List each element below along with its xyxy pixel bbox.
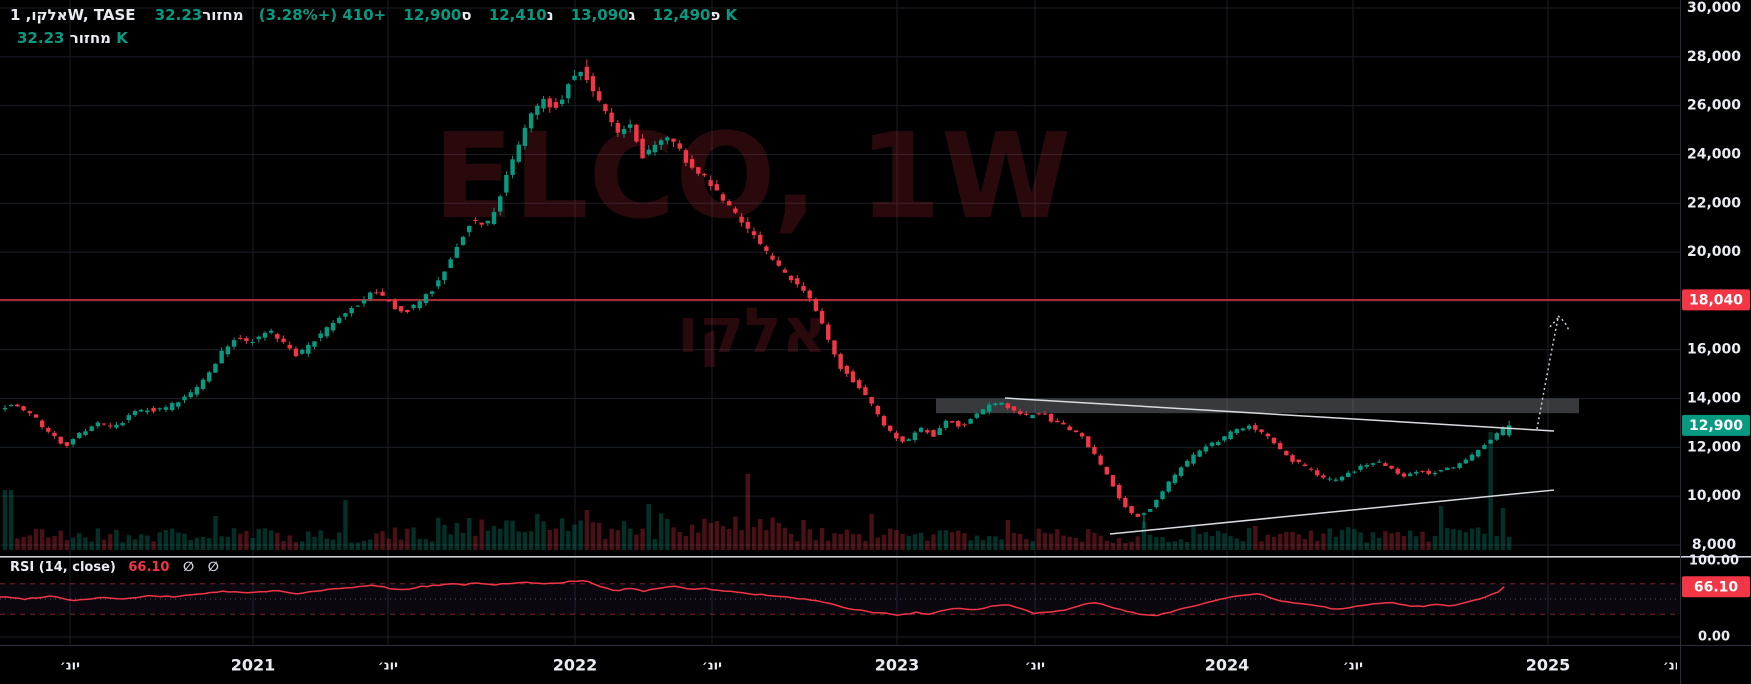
symbol-name-hebrew: אלקו, 1 xyxy=(10,6,68,24)
rsi-axis-top: 100.00 xyxy=(1689,554,1739,569)
rsi-legend-row[interactable]: RSI (14, close) 66.10 ∅ ∅ xyxy=(10,560,219,575)
price-change: +410 (+3.28%) xyxy=(258,6,387,24)
volume-value: 32.23 K xyxy=(17,29,128,47)
rsi-line xyxy=(0,579,1505,617)
rsi-value: 66.10 xyxy=(128,560,170,575)
volume-legend-row[interactable]: מחזור 32.23 K xyxy=(10,29,128,47)
svg-text:אלקו: אלקו xyxy=(677,294,827,367)
price-axis-label: 10,000 xyxy=(1687,488,1741,504)
time-axis-month: יונ׳ xyxy=(1663,659,1683,674)
time-axis[interactable]: 2021 2022 2023 2024 2025 יונ׳ יונ׳ יונ׳ יונ׳ יונ׳… xyxy=(60,656,1683,675)
time-axis-year: 2025 xyxy=(1526,656,1571,675)
candles xyxy=(2,59,1512,528)
time-axis-year: 2024 xyxy=(1205,656,1250,675)
rsi-value-tag: 66.10 xyxy=(1682,576,1750,598)
price-axis[interactable]: 30,000 28,000 26,000 24,000 22,000 20,000 16,0… xyxy=(1682,0,1750,645)
ohlc-high: ג13,090 xyxy=(570,6,636,24)
ohlc-close: ס12,900 xyxy=(403,6,472,24)
watermark: ELCO, 1W אלקו xyxy=(433,107,1071,367)
svg-text:ELCO, 1W: ELCO, 1W xyxy=(433,107,1071,245)
price-axis-label: 8,000 xyxy=(1692,537,1737,553)
ohlc-low: נ12,410 xyxy=(488,6,554,24)
symbol-legend-row[interactable]: אלקו, 1W, TASE פ12,490 ג13,090 נ12,410 ס… xyxy=(10,6,737,24)
ohlc-open: פ12,490 xyxy=(652,6,721,24)
price-axis-label: 16,000 xyxy=(1687,342,1741,358)
rsi-extra-2: ∅ xyxy=(207,560,219,575)
projection-arrow[interactable] xyxy=(1536,315,1570,430)
time-axis-year: 2023 xyxy=(875,656,920,675)
price-tag-18,040: 18,040 xyxy=(1682,289,1750,311)
time-axis-year: 2022 xyxy=(553,656,598,675)
price-axis-label: 12,000 xyxy=(1687,439,1741,455)
price-axis-label: 22,000 xyxy=(1687,195,1741,211)
price-axis-label: 14,000 xyxy=(1687,391,1741,407)
price-axis-label: 30,000 xyxy=(1687,0,1741,16)
price-axis-label: 28,000 xyxy=(1687,49,1741,65)
supply-zone-box[interactable] xyxy=(936,398,1579,414)
time-axis-month: יונ׳ xyxy=(378,659,398,674)
trend-upper xyxy=(1004,397,1555,432)
svg-text:12,900: 12,900 xyxy=(1689,418,1743,434)
rsi-axis-bottom: 0.00 xyxy=(1698,630,1730,645)
price-axis-label: 24,000 xyxy=(1687,146,1741,162)
pane-separator[interactable] xyxy=(0,556,1751,558)
price-axis-label: 20,000 xyxy=(1687,244,1741,260)
grid-lines xyxy=(0,0,1680,645)
trendlines[interactable] xyxy=(1004,397,1555,535)
volume-label: מחזור xyxy=(69,29,112,47)
price-axis-label: 26,000 xyxy=(1687,98,1741,114)
rsi-extra-1: ∅ xyxy=(183,560,195,575)
rsi-title: RSI (14, close) xyxy=(10,560,116,575)
svg-text:66.10: 66.10 xyxy=(1694,579,1739,595)
time-axis-month: יונ׳ xyxy=(60,659,80,674)
time-axis-year: 2021 xyxy=(231,656,276,675)
symbol-title[interactable]: אלקו, 1W, TASE xyxy=(10,6,136,24)
symbol-suffix: W, TASE xyxy=(67,6,136,24)
time-axis-month: יונ׳ xyxy=(1343,659,1363,674)
price-tag-12,900: 12,900 xyxy=(1682,414,1750,436)
time-axis-month: יונ׳ xyxy=(1025,659,1045,674)
trend-lower xyxy=(1109,489,1555,535)
svg-text:18,040: 18,040 xyxy=(1689,292,1743,308)
volume-bars xyxy=(2,432,1512,550)
rsi-bands xyxy=(0,583,1680,615)
time-axis-month: יונ׳ xyxy=(702,659,722,674)
volume-inline: מחזור32.23 K xyxy=(154,6,738,24)
